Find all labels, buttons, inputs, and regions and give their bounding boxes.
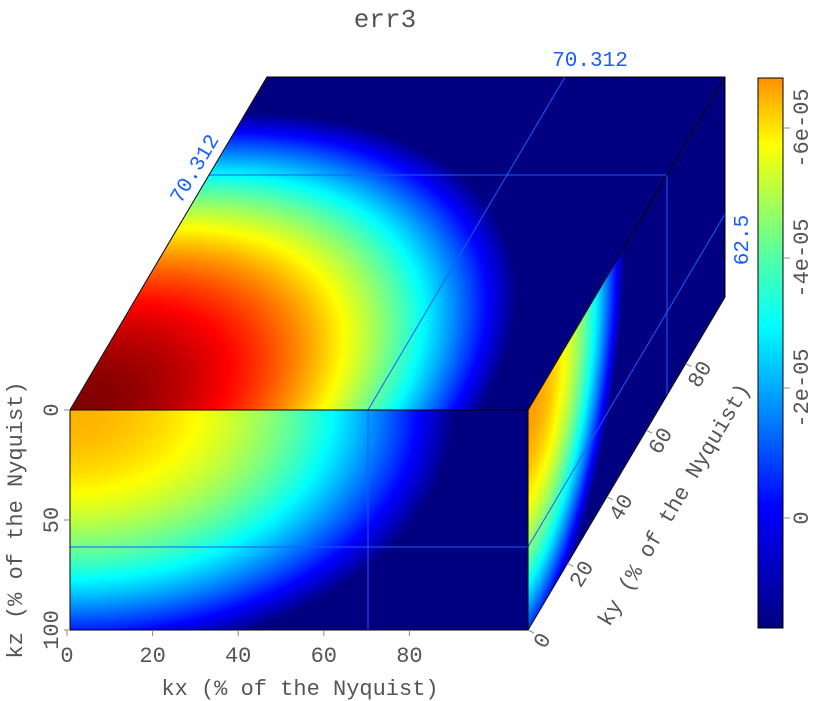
kx-tick-label: 80 bbox=[396, 644, 422, 669]
ky-tick bbox=[606, 496, 614, 501]
ky-tick bbox=[685, 363, 692, 368]
kz-tick-label: 50 bbox=[40, 507, 65, 533]
frame-label-kz: 62.5 bbox=[732, 215, 755, 265]
ky-tick bbox=[567, 562, 574, 567]
kz-axis-label: kz (% of the Nyquist) bbox=[4, 381, 29, 658]
cube-edge bbox=[527, 76, 726, 411]
colorbar bbox=[757, 77, 784, 629]
ky-tick bbox=[645, 429, 653, 434]
ky-tick-label: 40 bbox=[605, 490, 640, 525]
colorbar-tick-label: -4e-05 bbox=[790, 218, 815, 297]
chart-title: err3 bbox=[354, 5, 416, 35]
ky-tick-label: 80 bbox=[683, 357, 718, 392]
kx-axis-label: kx (% of the Nyquist) bbox=[161, 677, 438, 701]
ky-tick-label: 60 bbox=[644, 424, 679, 459]
colorbar-tick-label: -6e-05 bbox=[790, 88, 815, 167]
kz-tick-label: 100 bbox=[40, 610, 65, 650]
ky-tick-label: 20 bbox=[565, 557, 600, 592]
kx-tick-label: 0 bbox=[60, 644, 73, 669]
frame-line-kx-top bbox=[367, 76, 566, 411]
ky-tick bbox=[527, 629, 535, 634]
kx-tick-label: 40 bbox=[225, 644, 251, 669]
ky-tick-label: 0 bbox=[529, 629, 557, 653]
frame-label-kx: 70.312 bbox=[552, 50, 628, 73]
colorbar-tick-label: -2e-05 bbox=[790, 348, 815, 427]
colorbar-tick-label: 0 bbox=[790, 511, 815, 524]
kx-tick-label: 20 bbox=[139, 644, 165, 669]
kx-tick-label: 60 bbox=[311, 644, 337, 669]
frame-line-kz-side bbox=[527, 213, 726, 548]
kz-tick-label: 0 bbox=[40, 403, 65, 416]
